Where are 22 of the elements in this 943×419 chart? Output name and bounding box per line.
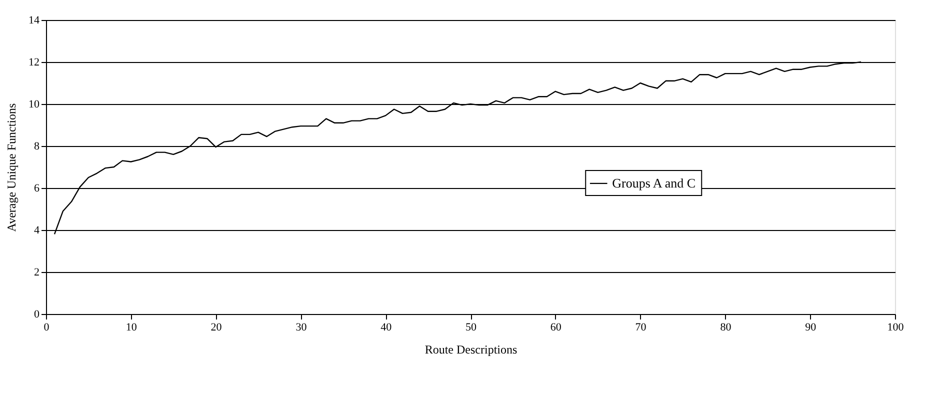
y-tick-label: 14 [28,14,40,26]
x-tick-label: 30 [296,322,308,334]
x-tick-label: 90 [805,322,817,334]
x-tick-label: 10 [126,322,138,334]
y-tick-label: 10 [28,98,40,110]
x-tick-label: 20 [210,322,222,334]
y-tick-label: 12 [28,56,40,68]
y-tick-label: 4 [34,224,40,236]
x-axis-title: Route Descriptions [424,342,518,356]
y-tick-label: 2 [34,266,40,278]
y-tick-label: 0 [34,308,40,320]
y-axis-title: Average Unique Functions [4,102,18,232]
x-tick-label: 70 [635,322,647,334]
y-tick-label: 8 [34,140,40,152]
legend-label: Groups A and C [612,175,696,190]
y-tick-label: 6 [34,182,40,194]
x-tick-label: 60 [550,322,562,334]
x-tick-label: 80 [720,322,732,334]
x-tick-label: 100 [887,322,904,334]
x-tick-label: 0 [44,322,50,334]
x-tick-label: 40 [380,322,392,334]
x-tick-label: 50 [466,322,477,334]
